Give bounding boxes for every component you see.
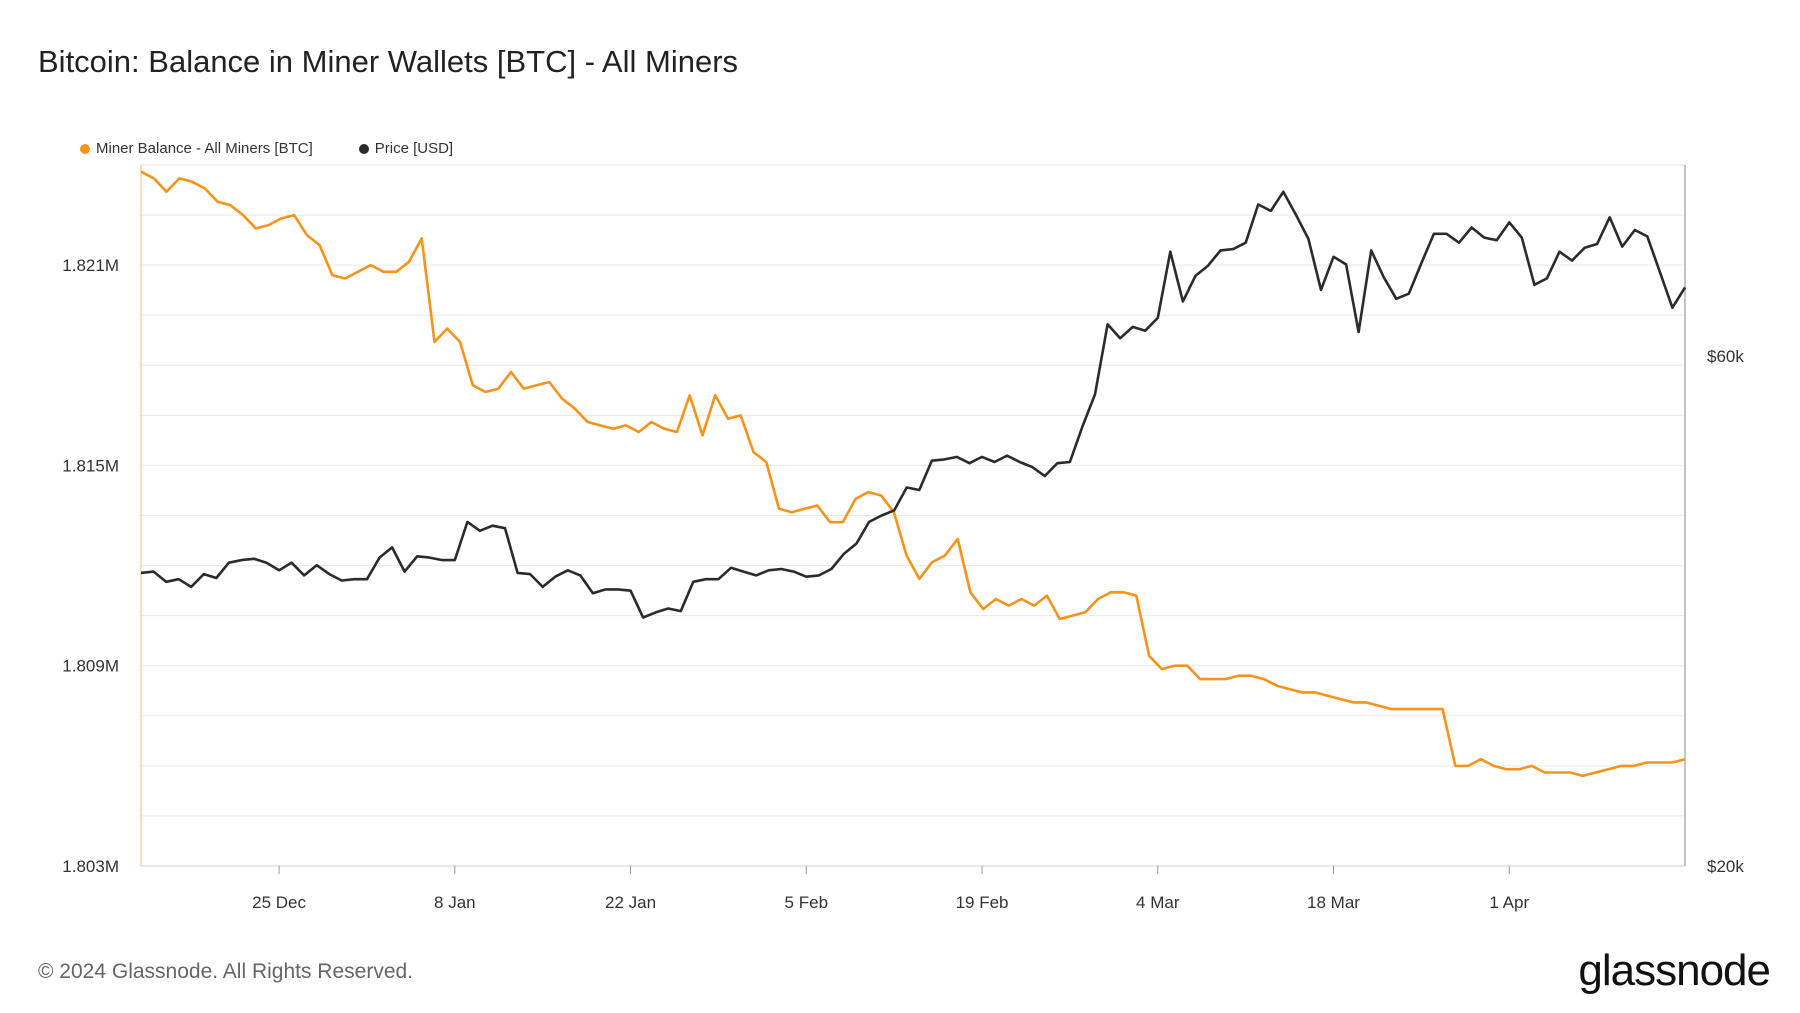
x-tick-label: 19 Feb [956,893,1009,912]
y-left-tick-label: 1.803M [62,857,119,876]
y-right-tick-label: $20k [1707,857,1744,876]
price-line [140,190,1687,619]
price-legend-dot [358,143,369,154]
legend-label-price: Price [USD] [374,140,454,157]
legend-item-price[interactable]: Price [USD] [358,140,454,157]
copyright-text: © 2024 Glassnode. All Rights Reserved. [38,960,414,983]
legend-label-balance: Miner Balance - All Miners [BTC] [96,140,313,157]
x-tick-label: 1 Apr [1489,893,1529,912]
y-left-tick-label: 1.821M [62,256,119,275]
x-tick-label: 25 Dec [252,893,306,912]
y-left-tick-label: 1.815M [62,456,119,475]
y-left-tick-label: 1.809M [62,657,119,676]
glassnode-logo: glassnode [1578,946,1771,995]
chart-title: Bitcoin: Balance in Miner Wallets [BTC] … [38,44,739,79]
x-tick-label: 8 Jan [434,893,476,912]
balance-legend-dot [80,143,90,154]
x-tick-label: 5 Feb [785,893,828,912]
legend-item-balance[interactable]: Miner Balance - All Miners [BTC] [80,140,313,157]
legend: Miner Balance - All Miners [BTC] Price [… [80,140,453,157]
miner-balance-line [140,170,1686,778]
x-tick-label: 4 Mar [1136,893,1180,912]
x-tick-label: 18 Mar [1307,893,1360,912]
y-right-tick-label: $60k [1707,347,1744,366]
x-tick-label: 22 Jan [605,893,656,912]
